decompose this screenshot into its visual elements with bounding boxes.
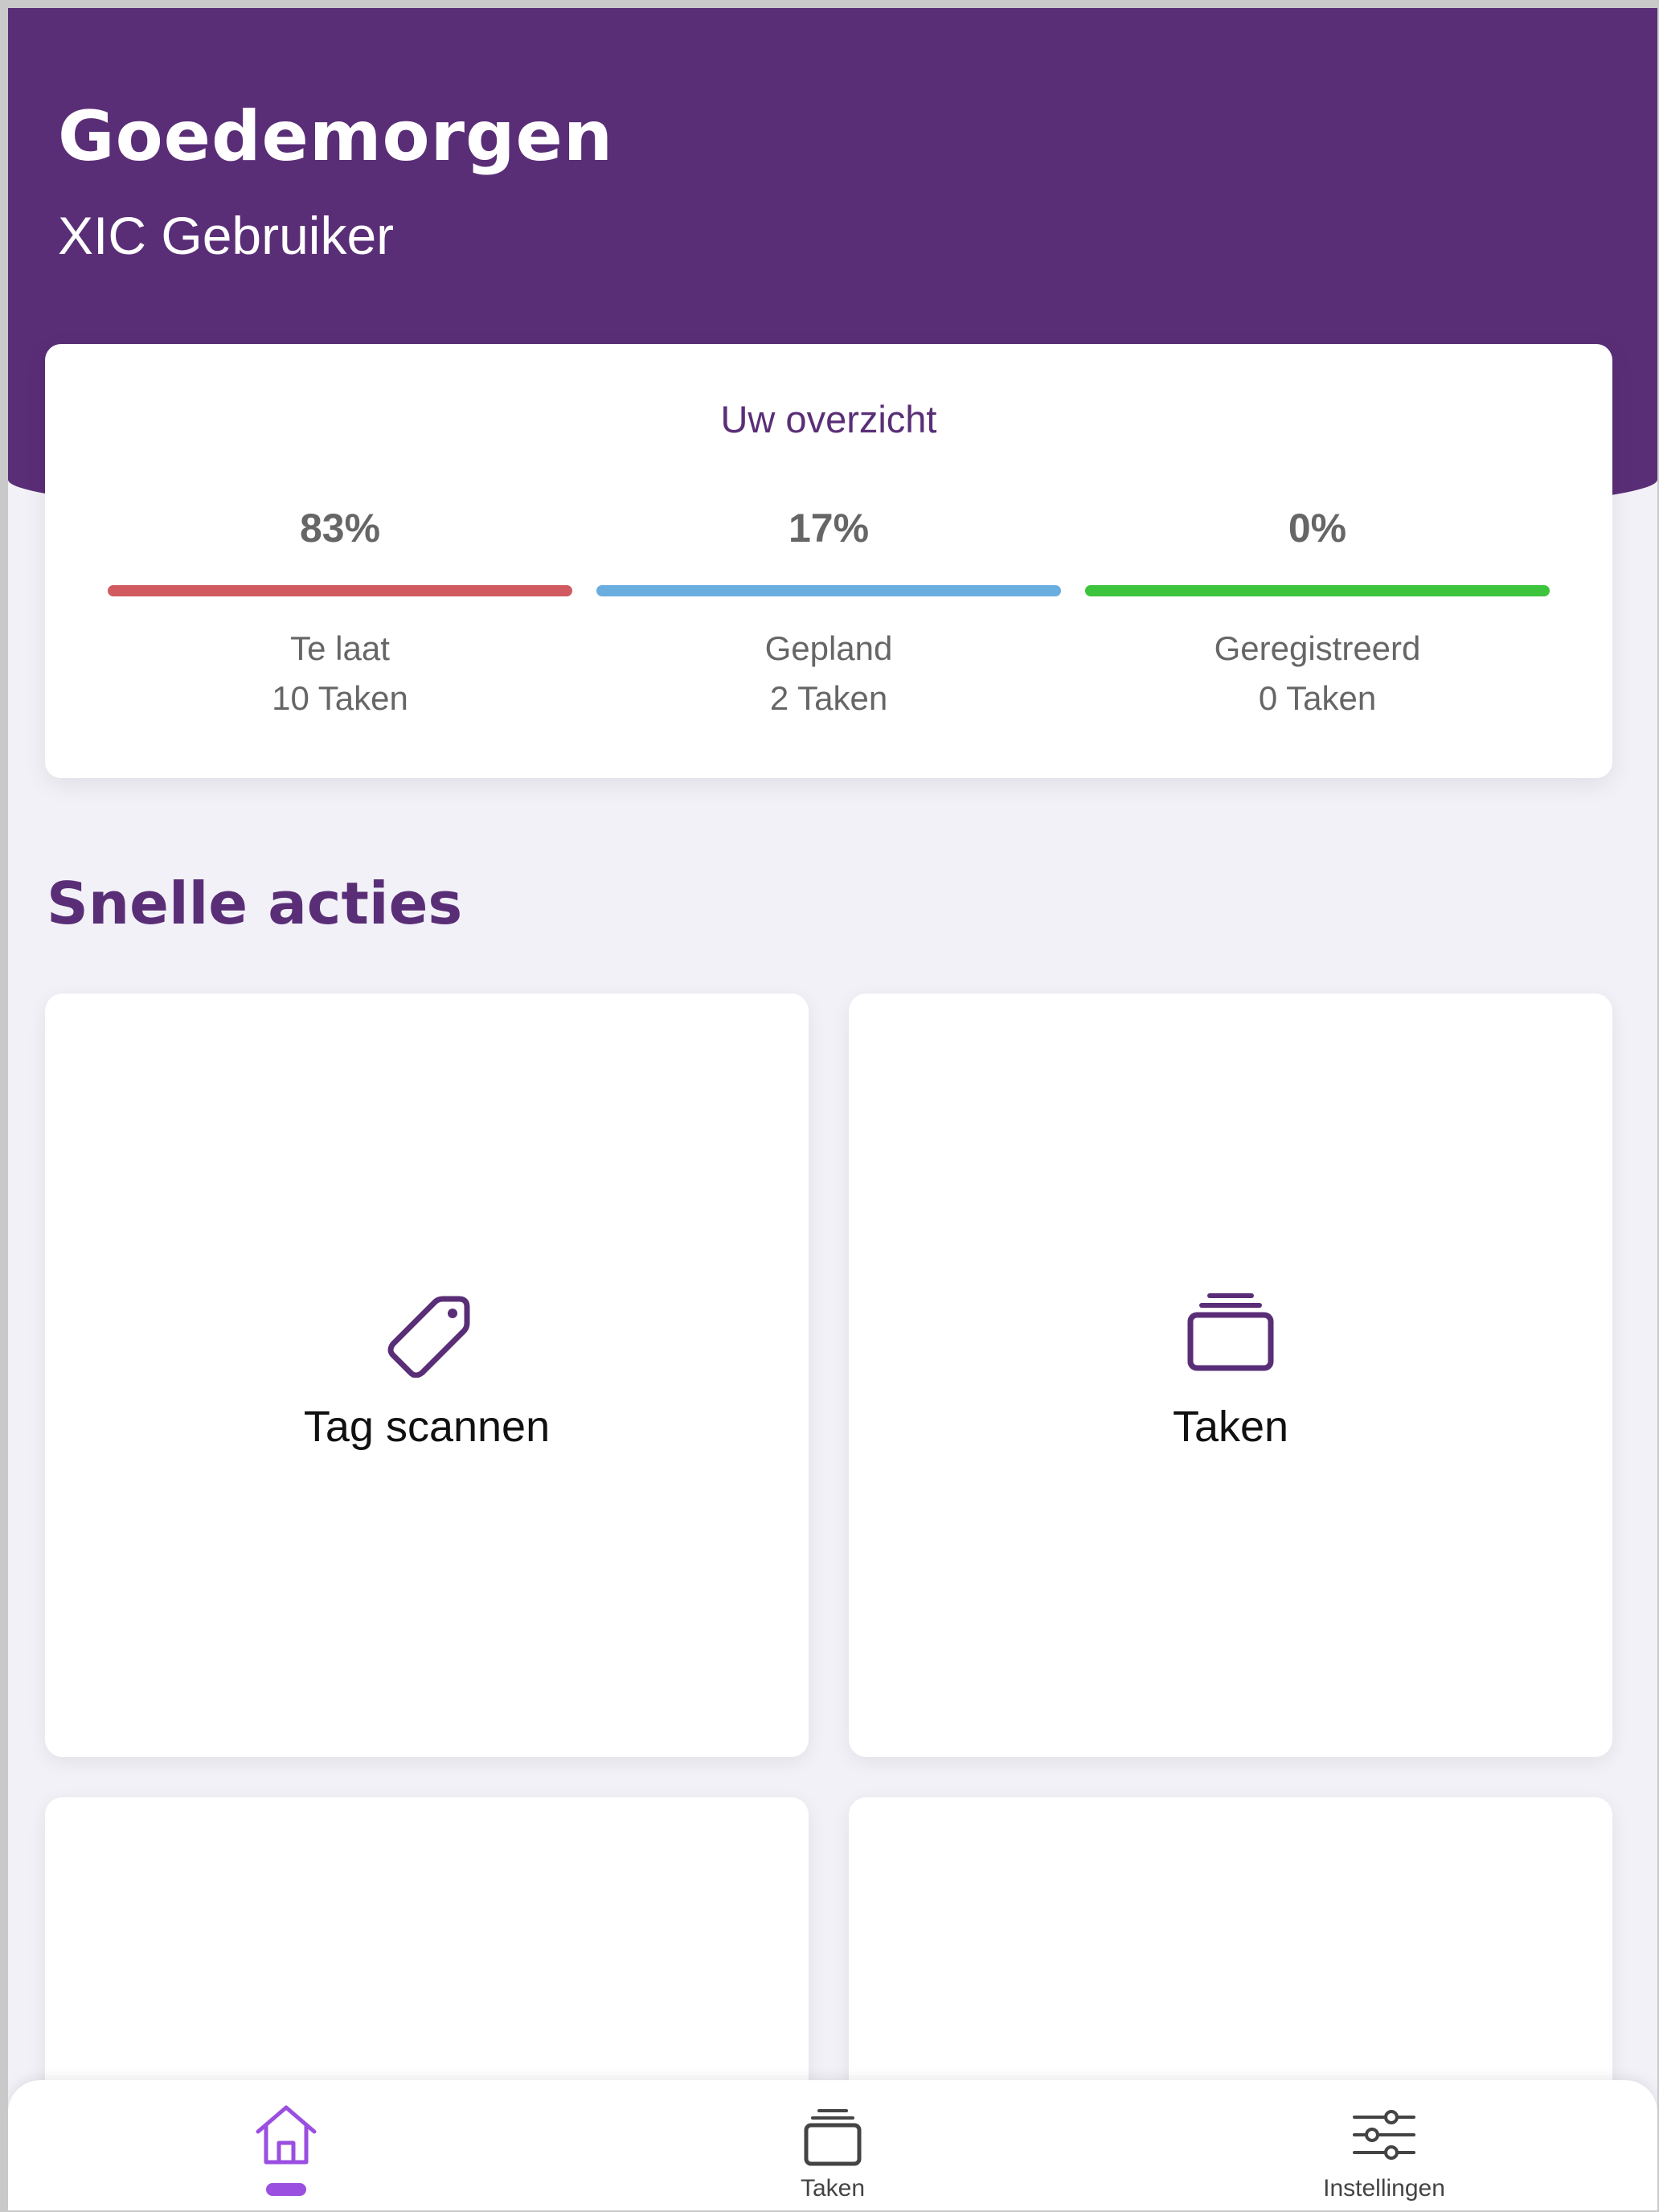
progress-bar — [108, 585, 572, 596]
tile-tasks[interactable]: Taken — [849, 993, 1612, 1757]
tile-label: Tag scannen — [303, 1403, 551, 1451]
stat-label: Te laat — [290, 629, 390, 667]
nav-label: Instellingen — [1323, 2175, 1445, 2202]
stat-late[interactable]: 83% Te laat 10 Taken — [108, 505, 572, 723]
section-title-quick-actions: Snelle acties — [47, 870, 463, 937]
stat-label: Geregistreerd — [1214, 629, 1421, 667]
home-icon — [256, 2105, 317, 2165]
active-indicator — [266, 2183, 306, 2196]
stat-registered[interactable]: 0% Geregistreerd 0 Taken — [1085, 505, 1550, 723]
stat-percent: 17% — [788, 506, 870, 551]
progress-bar — [596, 585, 1061, 596]
overview-card: Uw overzicht 83% Te laat 10 Taken 17% Ge… — [45, 344, 1612, 778]
greeting-title: Goedemorgen — [58, 96, 614, 177]
stat-percent: 83% — [299, 506, 381, 551]
nav-label: Taken — [800, 2175, 866, 2202]
tile-label: Taken — [1172, 1403, 1289, 1451]
sliders-icon — [1353, 2110, 1415, 2160]
bottom-navigation: Taken Instellingen — [8, 2080, 1657, 2210]
tag-icon — [387, 1296, 470, 1378]
stat-count: 2 Taken — [769, 679, 888, 717]
tile-tag-scan[interactable]: Tag scannen — [45, 993, 809, 1757]
stat-planned[interactable]: 17% Gepland 2 Taken — [596, 505, 1061, 723]
stat-count: 10 Taken — [272, 679, 408, 717]
progress-bar — [1085, 585, 1550, 596]
user-name: XIC Gebruiker — [58, 206, 395, 265]
stat-count: 0 Taken — [1258, 679, 1377, 717]
stat-label: Gepland — [764, 629, 893, 667]
nav-item-settings[interactable]: Instellingen — [1223, 2080, 1545, 2210]
nav-item-tasks[interactable]: Taken — [672, 2080, 993, 2210]
stack-icon — [1187, 1293, 1274, 1371]
overview-title: Uw overzicht — [720, 398, 937, 440]
app-screen: Goedemorgen XIC Gebruiker Uw overzicht 8… — [8, 8, 1657, 2210]
stack-icon — [804, 2109, 862, 2166]
stat-percent: 0% — [1288, 506, 1347, 551]
nav-item-home[interactable] — [125, 2080, 447, 2210]
